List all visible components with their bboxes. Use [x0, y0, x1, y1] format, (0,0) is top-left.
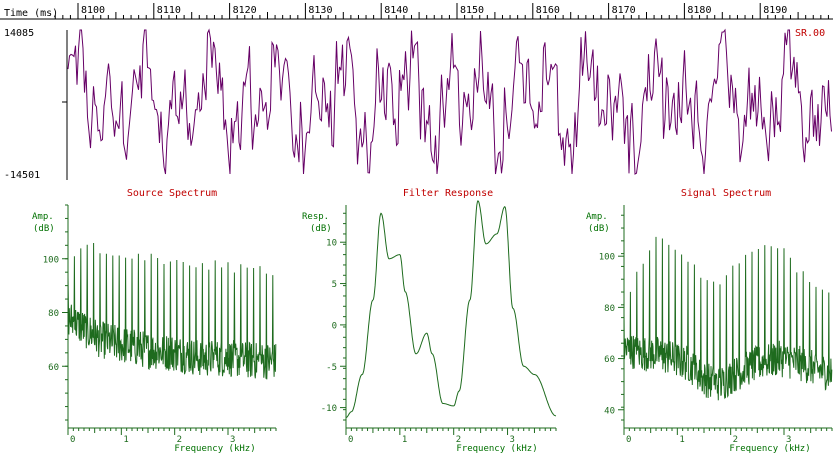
source-spectrum-title: Source Spectrum: [127, 188, 217, 199]
x-tick-label: 1: [402, 435, 407, 445]
amplitude-max-label: 14085: [4, 28, 34, 39]
x-tick-label: 1: [123, 435, 128, 445]
waveform-trace: [67, 28, 832, 175]
time-tick-label: 8140: [384, 5, 408, 16]
signal-ylabel-line1: Amp.: [586, 212, 608, 222]
signal-spectrum-panel[interactable]: Amp. (dB) Frequency (kHz) 40 60 80 100 0 1 2 3: [586, 205, 833, 454]
time-tick-label: 8110: [157, 5, 181, 16]
y-tick-label: 60: [604, 355, 615, 365]
waveform-tag: SR.00: [795, 28, 825, 39]
signal-xlabel: Frequency (kHz): [729, 444, 810, 454]
filter-xlabel: Frequency (kHz): [456, 444, 537, 454]
spectrum-trace: [623, 236, 833, 401]
time-tick-label: 8190: [763, 5, 787, 16]
time-tick-label: 8170: [612, 5, 636, 16]
y-tick-label: 10: [326, 239, 337, 249]
time-tick-label: 8120: [233, 5, 257, 16]
filter-ylabel-line2: (dB): [310, 224, 332, 234]
x-tick-label: 0: [626, 435, 631, 445]
time-tick-label: 8160: [536, 5, 560, 16]
x-tick-label: 2: [456, 435, 461, 445]
y-tick-label: 80: [604, 304, 615, 314]
time-tick-label: 8130: [308, 5, 332, 16]
time-axis-label: Time (ms): [4, 8, 58, 19]
x-tick-label: 3: [510, 435, 515, 445]
y-tick-label: 0: [332, 321, 337, 331]
y-tick-label: -5: [326, 363, 337, 373]
x-tick-label: 2: [177, 435, 182, 445]
signal-spectrum-title: Signal Spectrum: [681, 188, 771, 199]
signal-ylabel-line2: (dB): [588, 224, 610, 234]
amplitude-min-label: -14501: [4, 170, 40, 181]
y-tick-label: -10: [321, 404, 337, 414]
time-tick-label: 8180: [687, 5, 711, 16]
y-tick-label: 80: [48, 309, 59, 319]
waveform-panel[interactable]: Time (ms) 8100 8110 8120 8130 8140 8150 8160 81…: [0, 3, 833, 181]
x-tick-label: 2: [733, 435, 738, 445]
x-tick-label: 0: [348, 435, 353, 445]
time-tick-label: 8100: [81, 5, 105, 16]
x-tick-label: 0: [70, 435, 75, 445]
spectrum-trace: [67, 242, 277, 380]
y-tick-label: 40: [604, 406, 615, 416]
source-ylabel-line1: Amp.: [32, 212, 54, 222]
y-tick-label: 5: [332, 280, 337, 290]
filter-ylabel-line1: Resp.: [302, 212, 329, 222]
time-ticks: 8100 8110 8120 8130 8140 8150 8160 8170 8180 8190: [54, 3, 829, 19]
x-tick-label: 1: [679, 435, 684, 445]
source-xlabel: Frequency (kHz): [174, 444, 255, 454]
y-tick-label: 100: [599, 253, 615, 263]
y-tick-label: 100: [43, 255, 59, 265]
x-tick-label: 3: [230, 435, 235, 445]
time-tick-label: 8150: [460, 5, 484, 16]
source-spectrum-panel[interactable]: Amp. (dB) Frequency (kHz) 60 80 100 0 1 2 3: [32, 204, 277, 454]
y-tick-label: 60: [48, 363, 59, 373]
filter-response-panel[interactable]: Resp. (dB) Frequency (kHz) 10 5 0 -5 -10 0 1 2 3: [302, 200, 557, 454]
filter-response-title: Filter Response: [403, 188, 493, 199]
source-ylabel-line2: (dB): [33, 224, 55, 234]
spectrum-trace: [345, 200, 557, 418]
x-tick-label: 3: [786, 435, 791, 445]
